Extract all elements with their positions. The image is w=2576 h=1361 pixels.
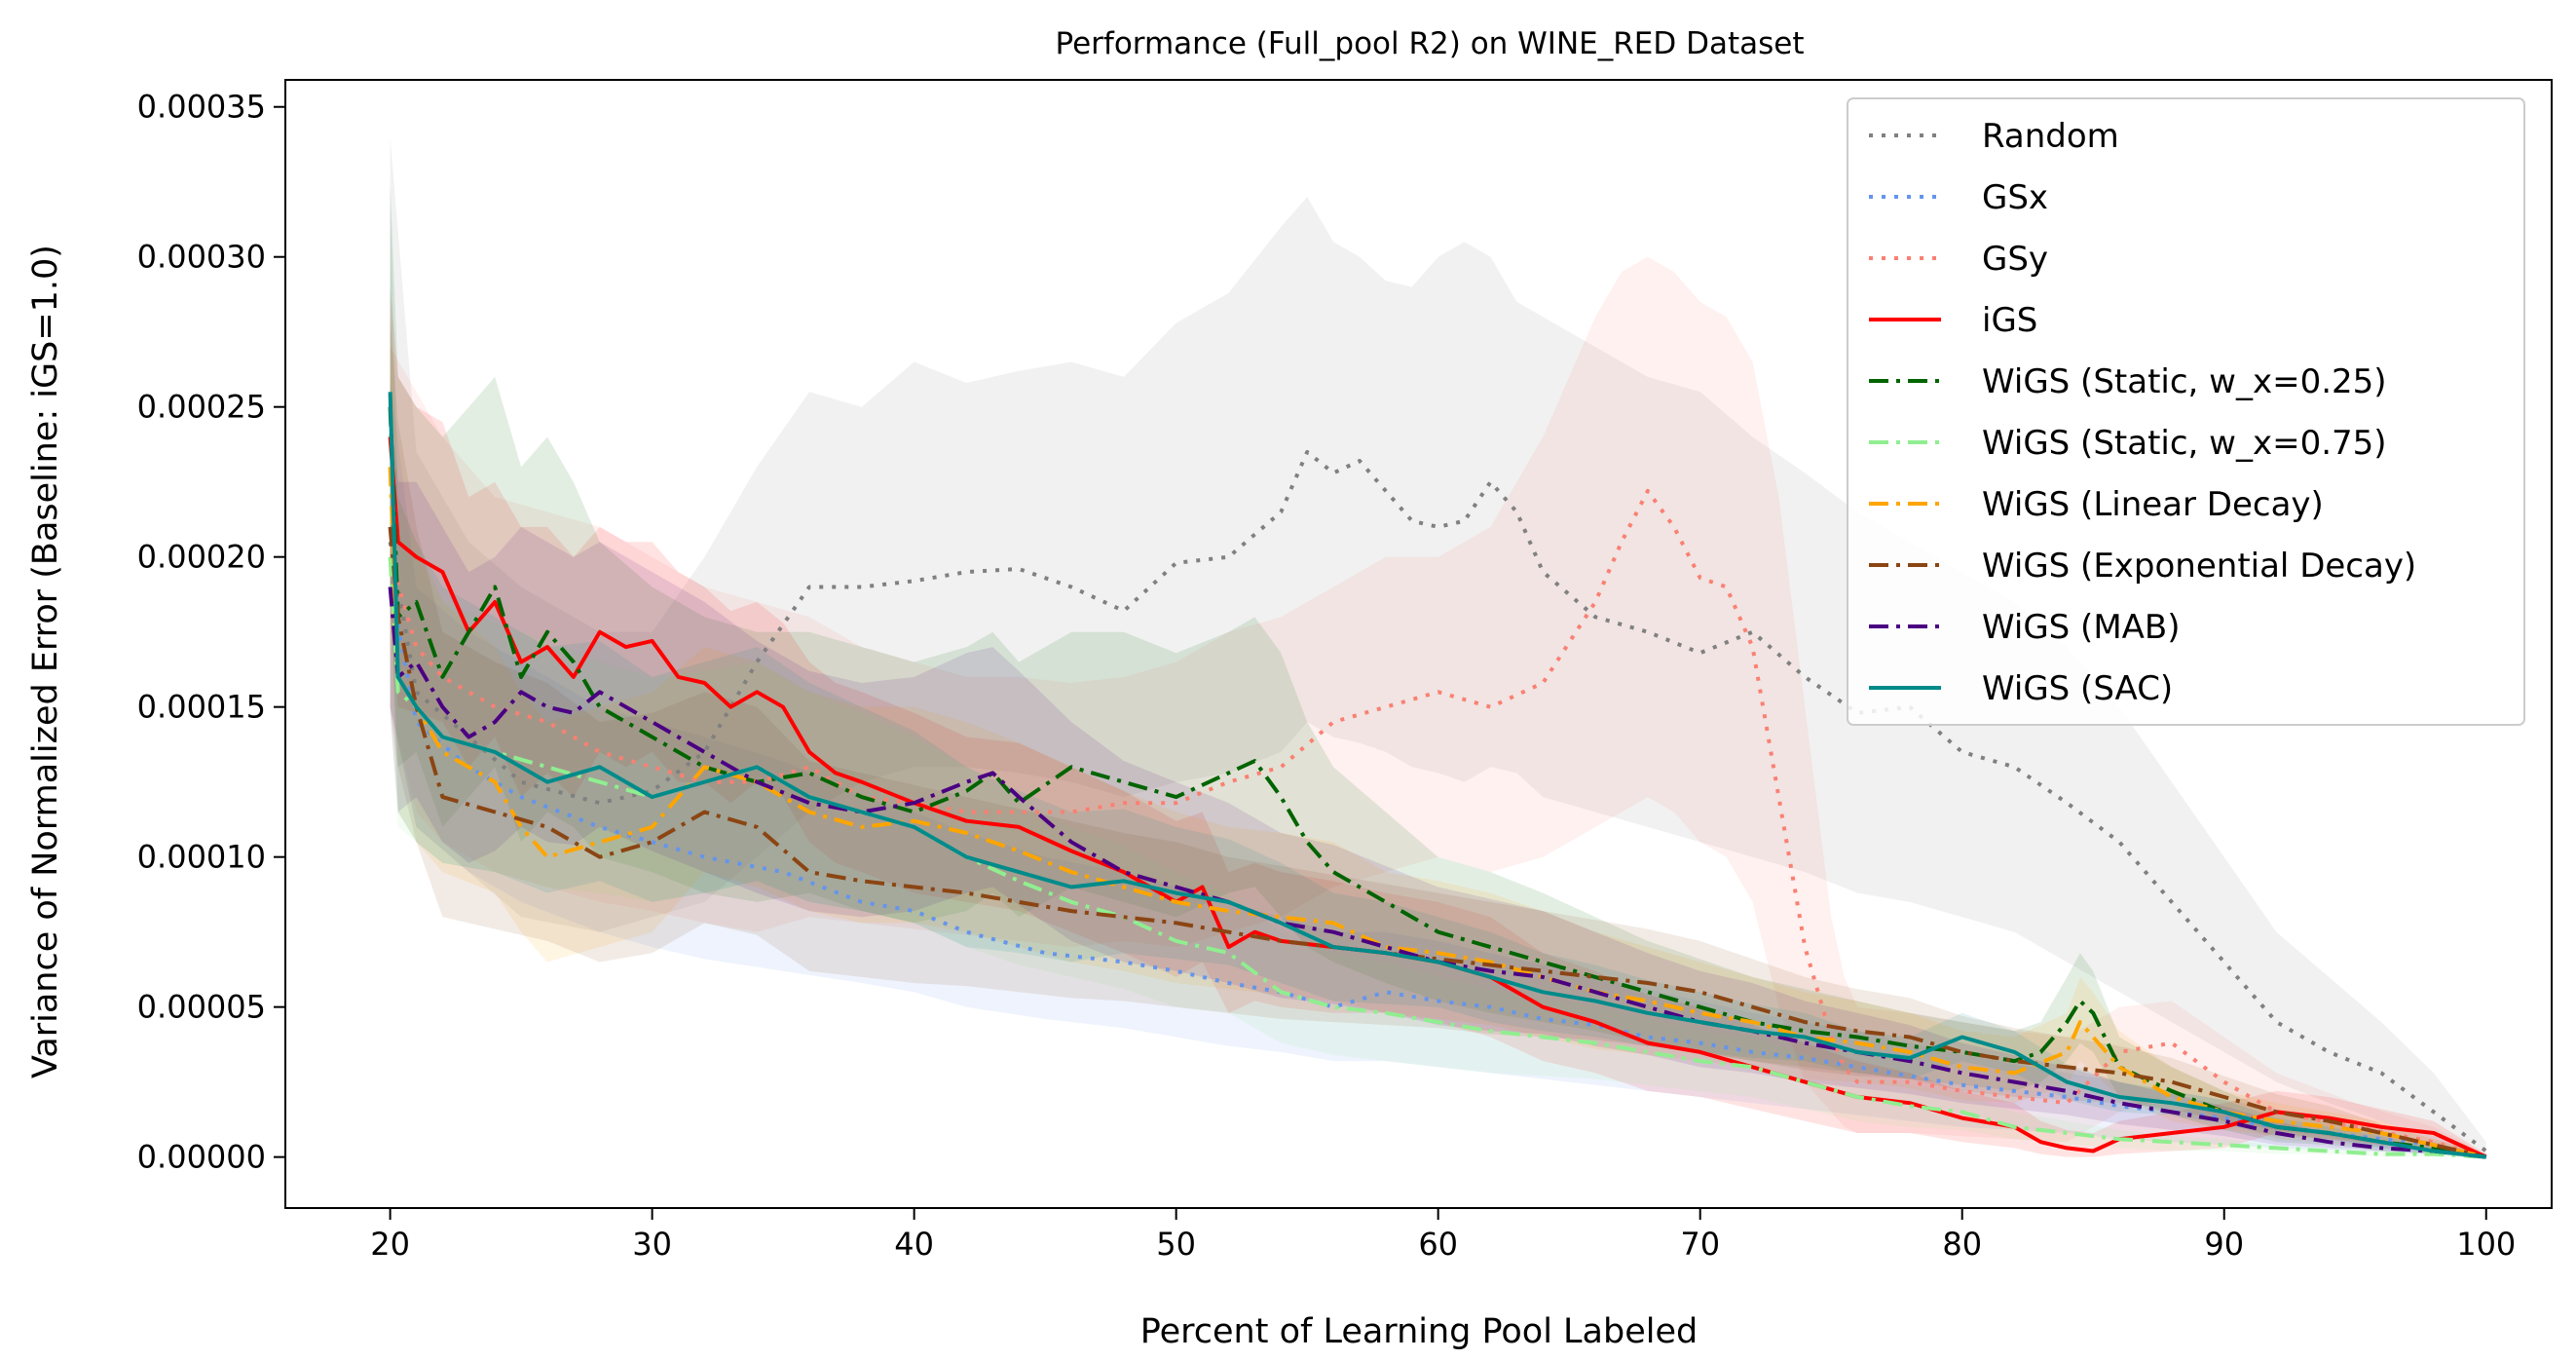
legend-label-wigs-mab: WiGS (MAB): [1982, 608, 2181, 647]
legend-label-gsx: GSx: [1982, 178, 2048, 217]
band-wigs-static-w-x-0-25: [390, 181, 2486, 1157]
legend-box: [1847, 97, 2525, 726]
x-tick-label: 60: [1418, 1226, 1458, 1263]
band-wigs-sac: [390, 197, 2486, 1157]
legend: Random GSx GSy iGS WiGS (Static, w_x=0.25) Wi…: [1847, 97, 2525, 726]
band-igs: [390, 286, 2486, 1157]
line-wigs-static-w-x-0-75: [388, 556, 2486, 1159]
legend-label-gsy: GSy: [1982, 240, 2048, 279]
band-gsy: [390, 256, 2486, 1157]
y-tick-label: 0.00020: [137, 539, 266, 576]
x-tick-label: 50: [1156, 1226, 1196, 1263]
x-tick-label: 70: [1680, 1226, 1720, 1263]
legend-label-wigs-exponential-decay: WiGS (Exponential Decay): [1982, 547, 2416, 586]
plot-frame: [284, 79, 2553, 1209]
series-lines: [388, 392, 2487, 1159]
chart-title: Performance (Full_pool R2) on WINE_RED D…: [1056, 26, 1805, 61]
y-tick-label: 0.00015: [137, 689, 266, 726]
y-tick-label: 0.00010: [137, 839, 266, 876]
y-tick-label: 0.00030: [137, 239, 266, 276]
y-tick-label: 0.00000: [137, 1139, 266, 1176]
line-gsy: [388, 488, 2487, 1159]
legend-label-random: Random: [1982, 117, 2119, 156]
band-wigs-linear-decay: [390, 286, 2486, 1157]
legend-label-wigs-static-w-x-0-25: WiGS (Static, w_x=0.25): [1982, 362, 2387, 401]
line-wigs-static-w-x-0-25: [388, 406, 2487, 1159]
confidence-bands: [390, 136, 2486, 1157]
line-gsx: [388, 586, 2487, 1159]
band-gsx: [390, 376, 2486, 1157]
line-wigs-mab: [388, 586, 2486, 1159]
band-wigs-exponential-decay: [390, 317, 2486, 1157]
legend-label-wigs-sac: WiGS (SAC): [1982, 669, 2173, 708]
legend-label-wigs-linear-decay: WiGS (Linear Decay): [1982, 485, 2324, 524]
axes: 20 30 40 50 60 70 80 90 100 0.00000 0.00005 0.00010…: [137, 79, 2553, 1263]
line-igs: [388, 436, 2487, 1159]
band-wigs-mab: [390, 406, 2486, 1157]
y-tick-label: 0.00005: [137, 989, 266, 1026]
band-wigs-static-w-x-0-75: [390, 361, 2486, 1157]
y-tick-label: 0.00025: [137, 389, 266, 426]
x-tick-label: 30: [632, 1226, 672, 1263]
y-axis-label: Variance of Normalized Error (Baseline: …: [26, 245, 65, 1078]
line-wigs-sac: [388, 392, 2486, 1159]
x-tick-label: 100: [2456, 1226, 2516, 1263]
line-wigs-linear-decay: [388, 467, 2487, 1159]
x-tick-label: 20: [370, 1226, 410, 1263]
band-random: [390, 136, 2486, 1157]
x-tick-label: 90: [2204, 1226, 2244, 1263]
legend-label-igs: iGS: [1982, 301, 2037, 340]
x-tick-label: 40: [894, 1226, 934, 1263]
x-tick-label: 80: [1942, 1226, 1982, 1263]
legend-label-wigs-static-w-x-0-75: WiGS (Static, w_x=0.75): [1982, 424, 2387, 463]
y-tick-label: 0.00035: [137, 89, 266, 126]
x-axis-label: Percent of Learning Pool Labeled: [1140, 1312, 1698, 1351]
